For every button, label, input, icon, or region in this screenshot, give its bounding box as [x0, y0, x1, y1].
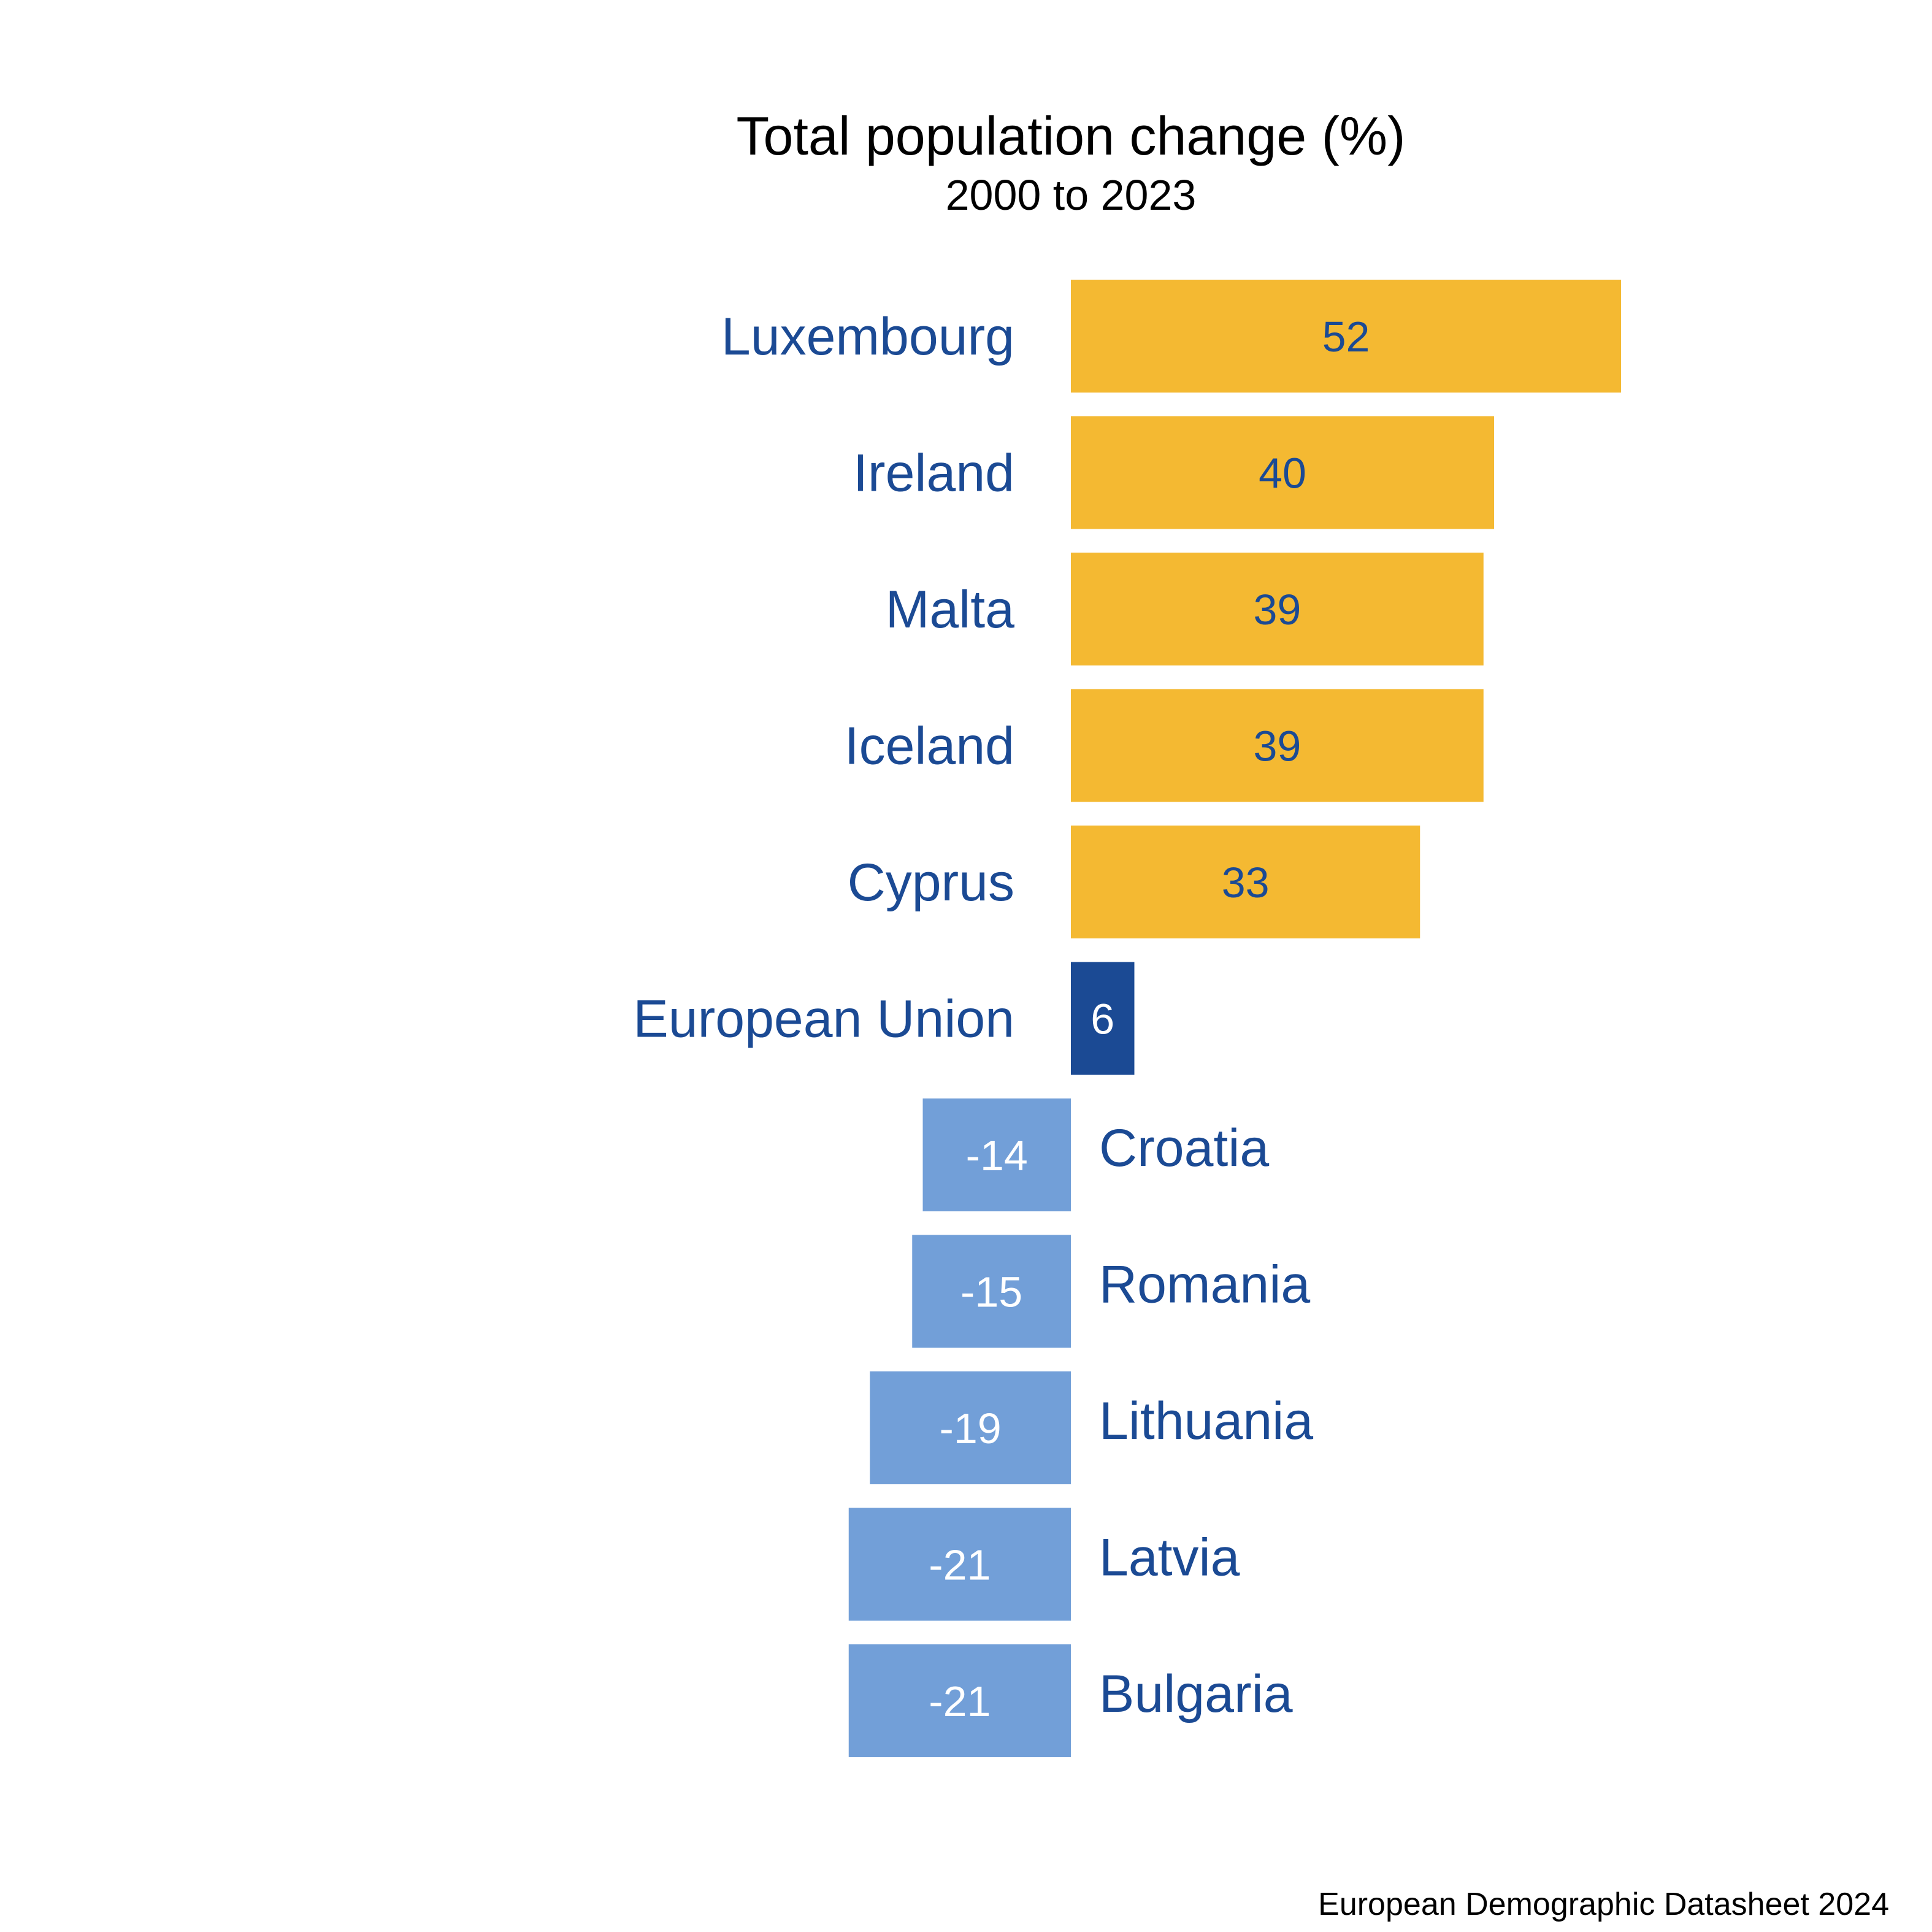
value-label: 39 [1253, 586, 1301, 634]
value-label: -19 [940, 1405, 1002, 1452]
bar-european-union [1071, 962, 1135, 1075]
category-label: Lithuania [1099, 1392, 1313, 1451]
bar-latvia [848, 1508, 1071, 1621]
bar-romania [912, 1235, 1071, 1348]
value-label: 6 [1091, 995, 1114, 1043]
value-label: -14 [966, 1132, 1028, 1179]
value-label: 33 [1222, 859, 1270, 907]
category-label: Malta [886, 580, 1014, 639]
bar-bulgaria [848, 1644, 1071, 1757]
category-label: Romania [1099, 1255, 1310, 1314]
bar-ireland [1071, 416, 1494, 529]
source-footer: European Demographic Datasheet 2024 [1318, 1887, 1889, 1922]
category-label: Ireland [853, 444, 1014, 503]
value-label: 39 [1253, 723, 1301, 770]
bar-cyprus [1071, 826, 1420, 938]
value-label: 52 [1322, 313, 1370, 361]
category-label: Croatia [1099, 1119, 1269, 1178]
category-label: Cyprus [848, 853, 1014, 912]
bars-group: 52 Luxembourg 40 Ireland 39 Malta 39 Iceland 33 C… [633, 280, 1621, 1757]
bar-croatia [922, 1098, 1071, 1211]
bar-malta [1071, 553, 1484, 665]
category-label: Iceland [845, 717, 1014, 776]
bar-lithuania [870, 1371, 1071, 1484]
category-label: Bulgaria [1099, 1665, 1293, 1723]
category-label: Luxembourg [721, 307, 1014, 366]
value-label: -21 [929, 1677, 991, 1725]
bar-luxembourg [1071, 280, 1621, 393]
value-label: -15 [960, 1268, 1022, 1316]
bar-iceland [1071, 689, 1484, 802]
chart-subtitle: 2000 to 2023 [946, 171, 1197, 219]
category-label: Latvia [1099, 1528, 1240, 1587]
value-label: 40 [1259, 450, 1306, 497]
chart-title: Total population change (%) [737, 105, 1406, 166]
value-label: -21 [929, 1541, 991, 1589]
category-label: European Union [633, 990, 1014, 1049]
